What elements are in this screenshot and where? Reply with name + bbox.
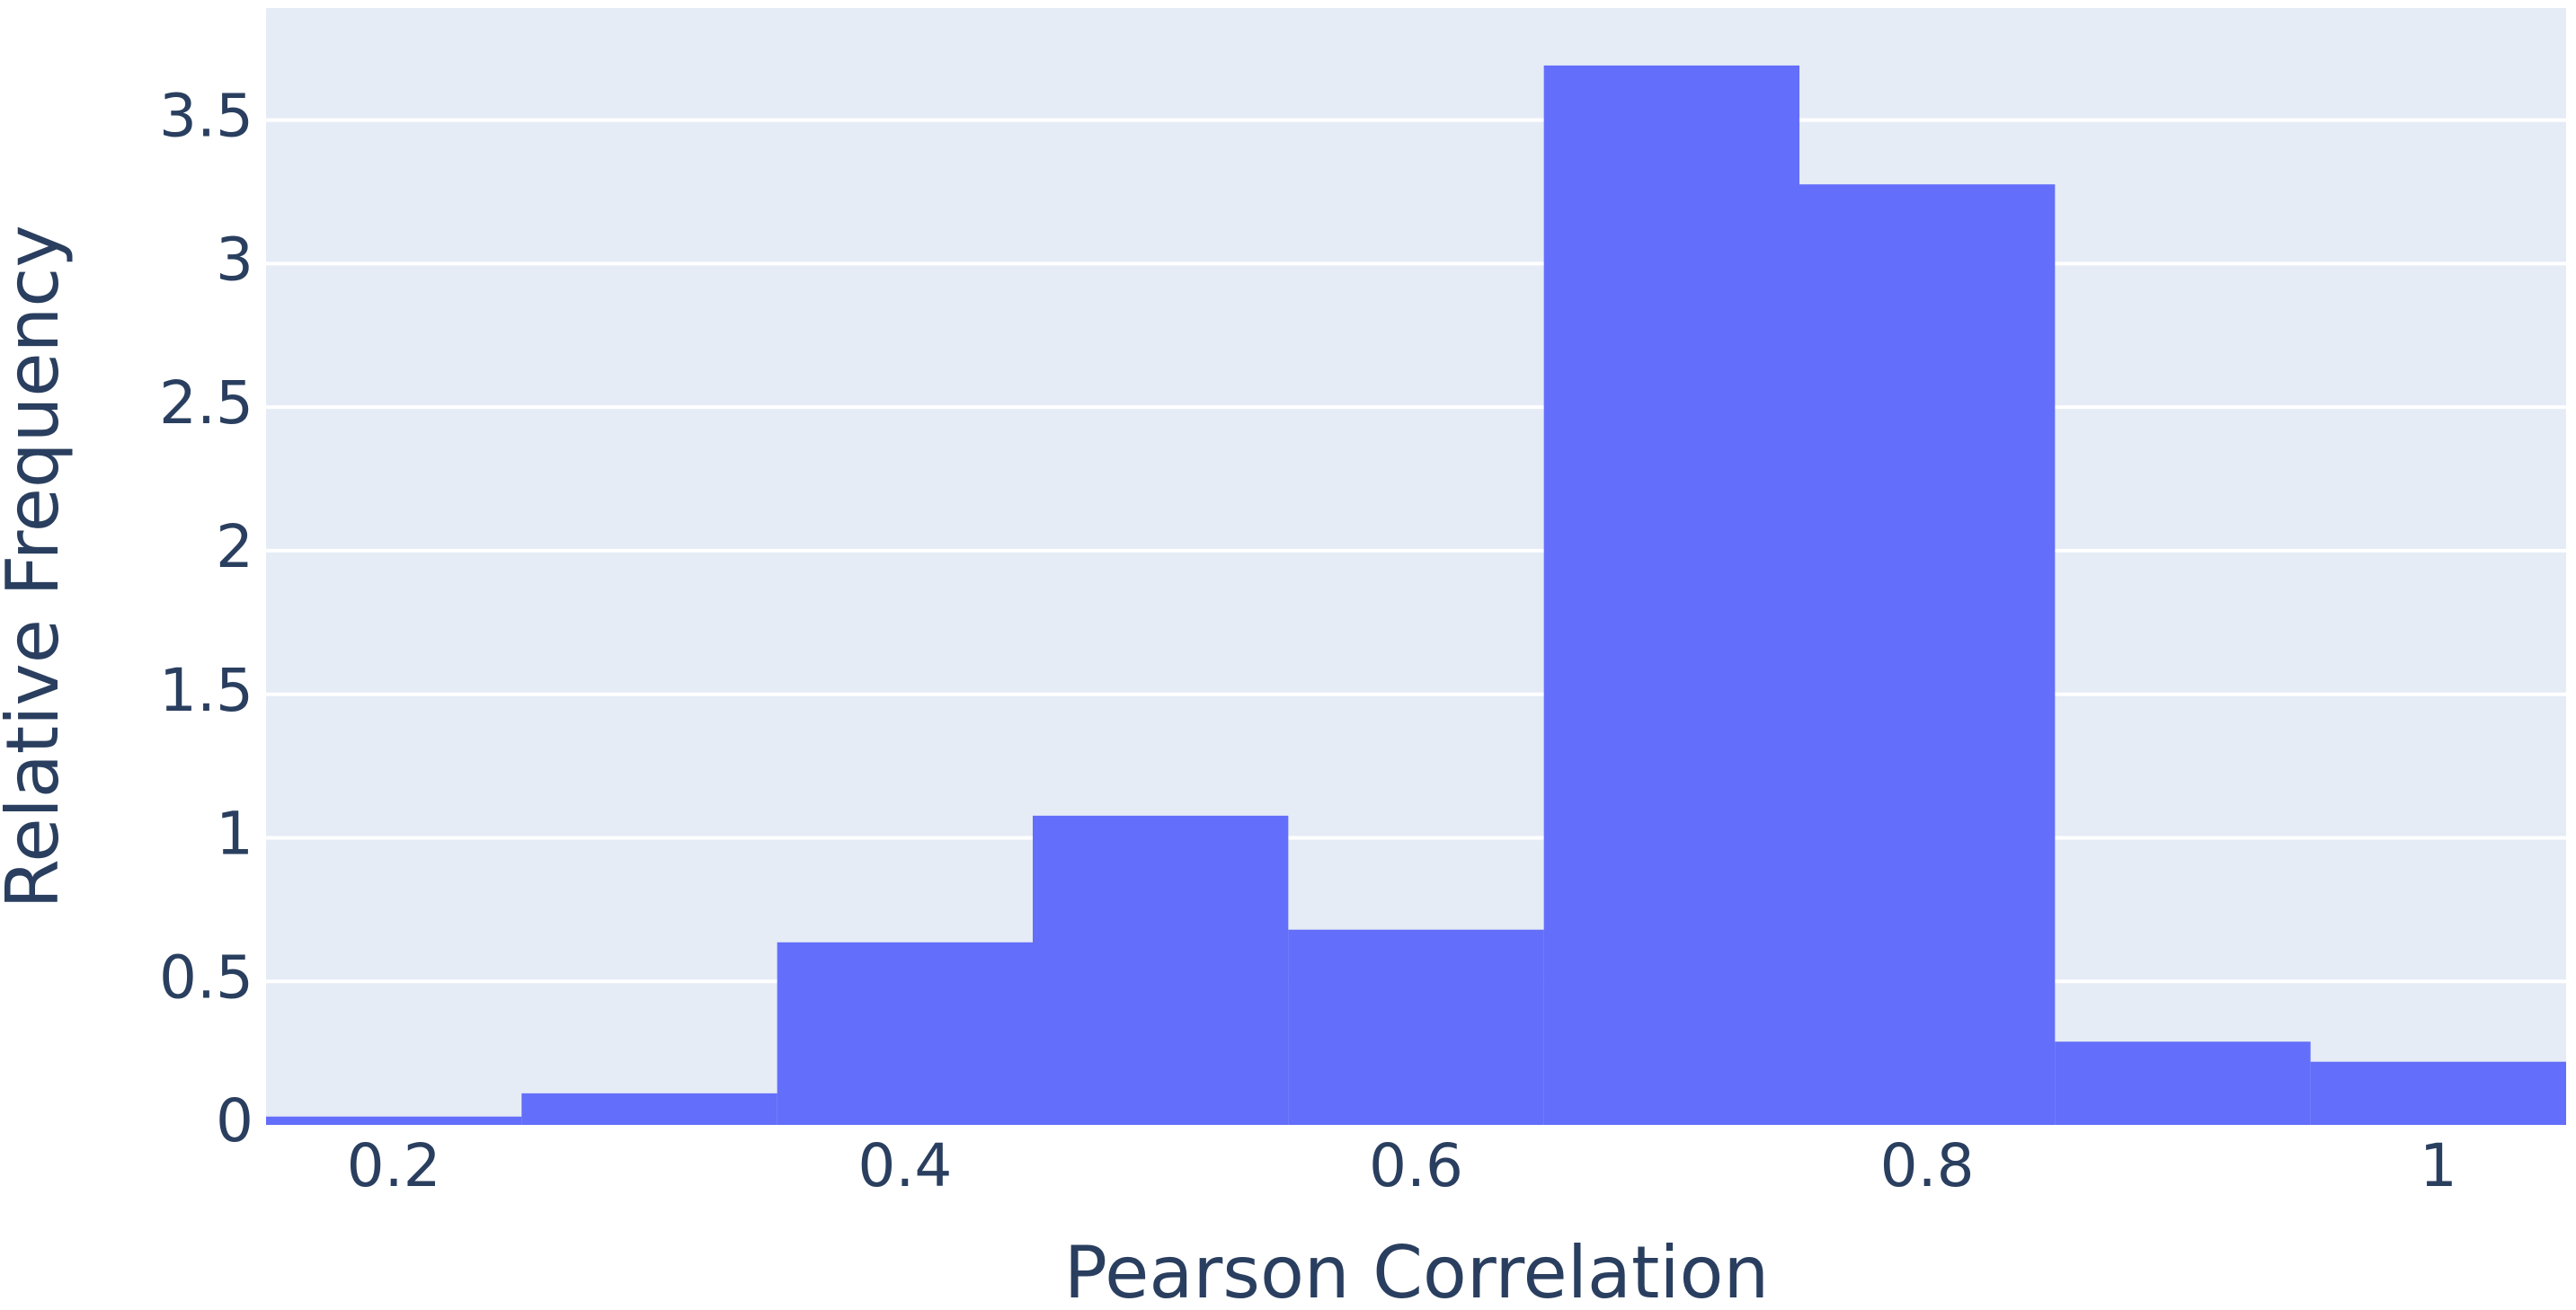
bar: [266, 1116, 522, 1125]
y-tick-label: 1.5: [159, 656, 253, 725]
bar: [1543, 65, 1799, 1125]
y-tick-label: 0: [216, 1086, 253, 1155]
x-tick-label: 0.8: [1880, 1131, 1975, 1200]
y-axis-title: Relative Frequency: [0, 225, 75, 908]
bar: [1799, 184, 2056, 1125]
y-tick-label: 0.5: [159, 943, 253, 1012]
x-tick-label: 0.6: [1369, 1131, 1463, 1200]
bar: [2310, 1061, 2566, 1125]
x-tick-label: 0.4: [857, 1131, 952, 1200]
y-tick-label: 2: [216, 512, 253, 581]
y-tick-label: 2.5: [159, 368, 253, 438]
y-tick-label: 1: [216, 800, 253, 869]
bar: [1033, 815, 1289, 1125]
bar: [521, 1093, 777, 1125]
y-tick-label: 3.5: [159, 82, 253, 151]
x-axis-title: Pearson Correlation: [1064, 1231, 1769, 1310]
bar: [1288, 929, 1544, 1125]
y-tick-label: 3: [216, 225, 253, 294]
x-tick-label: 1: [2420, 1131, 2457, 1200]
bar: [2055, 1041, 2311, 1125]
bar: [777, 942, 1033, 1125]
x-tick-label: 0.2: [347, 1131, 441, 1200]
